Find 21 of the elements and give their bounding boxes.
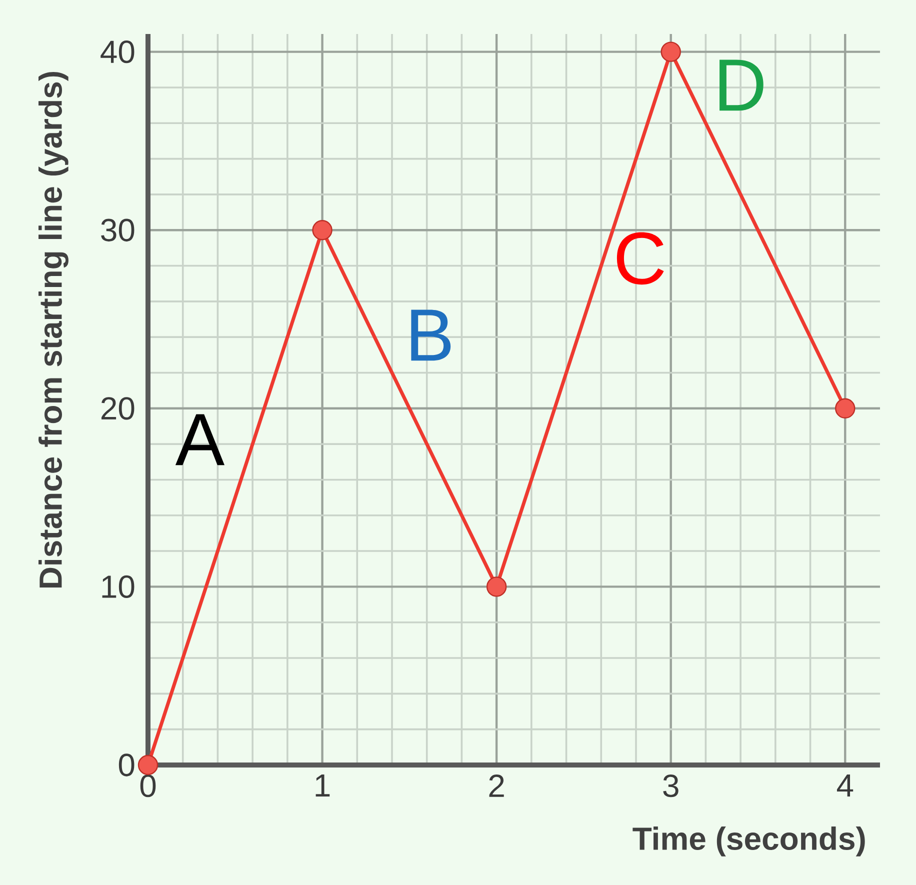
y-tick-label: 0 — [118, 754, 134, 776]
x-tick-label: 4 — [836, 774, 854, 797]
point — [486, 576, 507, 597]
y-tick-label: 20 — [101, 397, 134, 420]
annotation: A — [175, 414, 225, 466]
x-tick-label: 0 — [140, 774, 156, 798]
y-axis-title: Distance from starting line (yards) — [38, 72, 68, 588]
annotation: B — [411, 310, 451, 361]
x-tick-label: 3 — [663, 774, 678, 798]
x-tick-label: 2 — [489, 774, 504, 797]
annotation: D — [720, 60, 764, 111]
annotation: C — [616, 232, 664, 285]
x-axis-title: Time (seconds) — [632, 826, 865, 856]
y-tick-label: 30 — [101, 218, 134, 242]
y-tick-label: 10 — [102, 575, 134, 598]
point — [312, 220, 332, 240]
y-tick-label: 40 — [100, 40, 134, 64]
point — [835, 398, 856, 419]
point — [138, 754, 158, 776]
x-tick-label: 1 — [316, 774, 330, 797]
point — [660, 42, 681, 62]
